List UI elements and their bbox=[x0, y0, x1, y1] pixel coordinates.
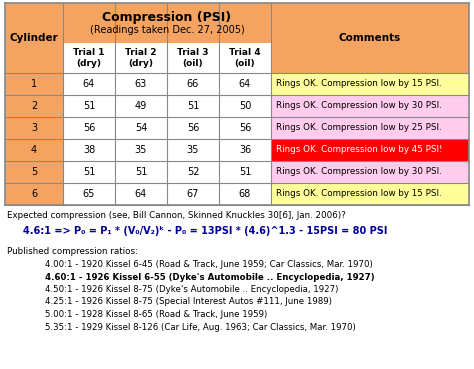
Bar bbox=[167, 43, 219, 73]
Text: 38: 38 bbox=[83, 145, 95, 155]
Bar bbox=[219, 117, 271, 139]
Bar bbox=[167, 117, 219, 139]
Bar bbox=[167, 183, 219, 205]
Text: 66: 66 bbox=[187, 79, 199, 89]
Bar bbox=[167, 73, 219, 95]
Bar bbox=[219, 95, 271, 117]
Bar bbox=[271, 183, 469, 205]
Text: Rings OK. Compression low by 30 PSI.: Rings OK. Compression low by 30 PSI. bbox=[276, 101, 442, 110]
Text: 1: 1 bbox=[31, 79, 37, 89]
Text: Cylinder: Cylinder bbox=[9, 33, 58, 43]
Text: (Readings taken Dec. 27, 2005): (Readings taken Dec. 27, 2005) bbox=[90, 25, 245, 35]
Bar bbox=[271, 95, 469, 117]
Text: 54: 54 bbox=[135, 123, 147, 133]
Bar bbox=[219, 73, 271, 95]
Bar bbox=[271, 73, 469, 95]
Bar bbox=[219, 43, 271, 73]
Bar bbox=[115, 183, 167, 205]
Text: 51: 51 bbox=[239, 167, 251, 177]
Bar bbox=[167, 139, 219, 161]
Bar bbox=[271, 161, 469, 183]
Text: Rings OK. Compression low by 45 PSI!: Rings OK. Compression low by 45 PSI! bbox=[276, 145, 443, 155]
Bar bbox=[63, 117, 115, 139]
Bar bbox=[115, 95, 167, 117]
Bar bbox=[63, 43, 115, 73]
Text: 56: 56 bbox=[187, 123, 199, 133]
Text: 64: 64 bbox=[83, 79, 95, 89]
Bar bbox=[63, 139, 115, 161]
Text: Rings OK. Compression low by 25 PSI.: Rings OK. Compression low by 25 PSI. bbox=[276, 124, 442, 132]
Text: Rings OK. Compression low by 15 PSI.: Rings OK. Compression low by 15 PSI. bbox=[276, 190, 442, 199]
Text: Expected compression (see, Bill Cannon, Skinned Knuckles 30[6], Jan. 2006)?: Expected compression (see, Bill Cannon, … bbox=[7, 211, 346, 220]
Bar bbox=[115, 161, 167, 183]
Text: 50: 50 bbox=[239, 101, 251, 111]
Bar bbox=[115, 43, 167, 73]
Bar bbox=[219, 139, 271, 161]
Bar bbox=[63, 73, 115, 95]
Text: 6: 6 bbox=[31, 189, 37, 199]
Text: 35: 35 bbox=[187, 145, 199, 155]
Text: Trial 1
(dry): Trial 1 (dry) bbox=[73, 48, 105, 68]
Bar bbox=[219, 161, 271, 183]
Text: 49: 49 bbox=[135, 101, 147, 111]
Bar bbox=[115, 73, 167, 95]
Text: 64: 64 bbox=[239, 79, 251, 89]
Text: Trial 3
(oil): Trial 3 (oil) bbox=[177, 48, 209, 68]
Text: 68: 68 bbox=[239, 189, 251, 199]
Bar bbox=[63, 161, 115, 183]
Text: Comments: Comments bbox=[339, 33, 401, 43]
Bar bbox=[115, 117, 167, 139]
Text: 52: 52 bbox=[187, 167, 199, 177]
Bar bbox=[167, 161, 219, 183]
Text: 5: 5 bbox=[31, 167, 37, 177]
Bar bbox=[115, 139, 167, 161]
Text: 5.35:1 - 1929 Kissel 8-126 (Car Life, Aug. 1963; Car Classics, Mar. 1970): 5.35:1 - 1929 Kissel 8-126 (Car Life, Au… bbox=[45, 323, 356, 331]
Bar bbox=[167, 95, 219, 117]
Text: Rings OK. Compression low by 30 PSI.: Rings OK. Compression low by 30 PSI. bbox=[276, 168, 442, 176]
Text: 3: 3 bbox=[31, 123, 37, 133]
Bar bbox=[219, 183, 271, 205]
Text: Trial 4
(oil): Trial 4 (oil) bbox=[229, 48, 261, 68]
Bar bbox=[271, 117, 469, 139]
Text: Published compression ratios:: Published compression ratios: bbox=[7, 247, 138, 256]
Text: 4.6:1 => P₀ = P₁ * (V₀/V₂)ᵏ - P₀ = 13PSI * (4.6)^1.3 - 15PSI = 80 PSI: 4.6:1 => P₀ = P₁ * (V₀/V₂)ᵏ - P₀ = 13PSI… bbox=[23, 226, 387, 236]
Text: 2: 2 bbox=[31, 101, 37, 111]
Bar bbox=[63, 183, 115, 205]
Text: 4.60:1 - 1926 Kissel 6-55 (Dyke's Automobile .. Encyclopedia, 1927): 4.60:1 - 1926 Kissel 6-55 (Dyke's Automo… bbox=[45, 272, 374, 282]
Text: 5.00:1 - 1928 Kissel 8-65 (Road & Track, June 1959): 5.00:1 - 1928 Kissel 8-65 (Road & Track,… bbox=[45, 310, 267, 319]
Text: 67: 67 bbox=[187, 189, 199, 199]
Text: Trial 2
(dry): Trial 2 (dry) bbox=[125, 48, 157, 68]
Text: 4.00:1 - 1920 Kissel 6-45 (Road & Track, June 1959; Car Classics, Mar. 1970): 4.00:1 - 1920 Kissel 6-45 (Road & Track,… bbox=[45, 260, 373, 269]
Text: 63: 63 bbox=[135, 79, 147, 89]
Bar bbox=[63, 95, 115, 117]
Text: 4.50:1 - 1926 Kissel 8-75 (Dyke's Automobile .. Encyclopedia, 1927): 4.50:1 - 1926 Kissel 8-75 (Dyke's Automo… bbox=[45, 285, 338, 294]
Text: 51: 51 bbox=[135, 167, 147, 177]
Text: 35: 35 bbox=[135, 145, 147, 155]
Text: Rings OK. Compression low by 15 PSI.: Rings OK. Compression low by 15 PSI. bbox=[276, 79, 442, 89]
Text: 51: 51 bbox=[83, 101, 95, 111]
Text: 64: 64 bbox=[135, 189, 147, 199]
Text: 4: 4 bbox=[31, 145, 37, 155]
Text: 56: 56 bbox=[83, 123, 95, 133]
Text: 36: 36 bbox=[239, 145, 251, 155]
Text: 51: 51 bbox=[83, 167, 95, 177]
Text: 51: 51 bbox=[187, 101, 199, 111]
Text: 56: 56 bbox=[239, 123, 251, 133]
Text: 65: 65 bbox=[83, 189, 95, 199]
Text: Compression (PSI): Compression (PSI) bbox=[102, 11, 232, 24]
Text: 4.25:1 - 1926 Kissel 8-75 (Special Interest Autos #111, June 1989): 4.25:1 - 1926 Kissel 8-75 (Special Inter… bbox=[45, 297, 332, 307]
Bar bbox=[5, 3, 469, 205]
Bar bbox=[271, 139, 469, 161]
